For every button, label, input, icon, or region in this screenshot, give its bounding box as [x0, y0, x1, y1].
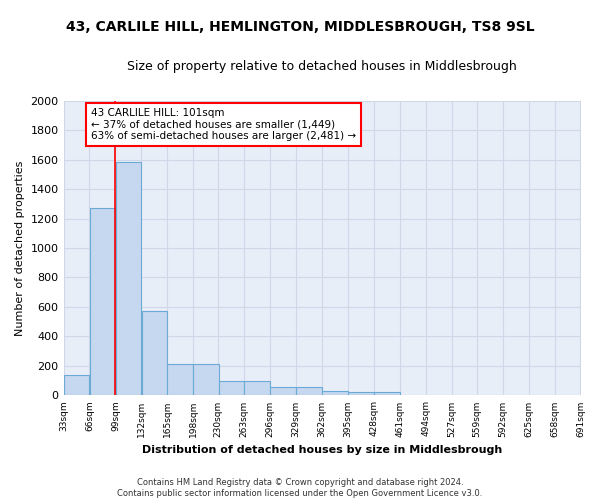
Bar	[116, 162, 141, 396]
Text: Contains HM Land Registry data © Crown copyright and database right 2024.
Contai: Contains HM Land Registry data © Crown c…	[118, 478, 482, 498]
Text: 43 CARLILE HILL: 101sqm
← 37% of detached houses are smaller (1,449)
63% of semi: 43 CARLILE HILL: 101sqm ← 37% of detache…	[91, 108, 356, 141]
X-axis label: Distribution of detached houses by size in Middlesbrough: Distribution of detached houses by size …	[142, 445, 502, 455]
Bar	[218, 380, 244, 396]
Bar	[64, 375, 89, 396]
Bar	[296, 388, 322, 396]
Bar	[374, 392, 400, 396]
Bar	[142, 312, 167, 396]
Y-axis label: Number of detached properties: Number of detached properties	[15, 160, 25, 336]
Bar	[167, 364, 193, 396]
Bar	[322, 391, 348, 396]
Bar	[89, 208, 115, 396]
Bar	[271, 388, 296, 396]
Title: Size of property relative to detached houses in Middlesbrough: Size of property relative to detached ho…	[127, 60, 517, 73]
Bar	[193, 364, 219, 396]
Text: 43, CARLILE HILL, HEMLINGTON, MIDDLESBROUGH, TS8 9SL: 43, CARLILE HILL, HEMLINGTON, MIDDLESBRO…	[65, 20, 535, 34]
Bar	[348, 392, 374, 396]
Bar	[244, 380, 270, 396]
